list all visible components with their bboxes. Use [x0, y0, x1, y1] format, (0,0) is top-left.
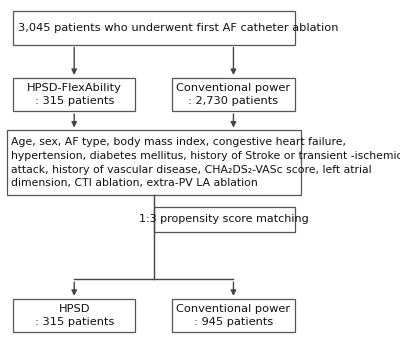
FancyBboxPatch shape	[13, 299, 136, 332]
Text: 1:3 propensity score matching: 1:3 propensity score matching	[139, 214, 309, 225]
FancyBboxPatch shape	[154, 207, 295, 232]
FancyBboxPatch shape	[13, 11, 295, 44]
Text: Age, sex, AF type, body mass index, congestive heart failure,
hypertension, diab: Age, sex, AF type, body mass index, cong…	[12, 137, 400, 188]
Text: 3,045 patients who underwent first AF catheter ablation: 3,045 patients who underwent first AF ca…	[18, 23, 338, 33]
Text: HPSD-FlexAbility
: 315 patients: HPSD-FlexAbility : 315 patients	[27, 83, 122, 106]
FancyBboxPatch shape	[7, 131, 301, 195]
FancyBboxPatch shape	[13, 78, 136, 111]
Text: Conventional power
: 945 patients: Conventional power : 945 patients	[176, 303, 290, 327]
FancyBboxPatch shape	[172, 78, 295, 111]
FancyBboxPatch shape	[172, 299, 295, 332]
Text: HPSD
: 315 patients: HPSD : 315 patients	[34, 303, 114, 327]
Text: Conventional power
: 2,730 patients: Conventional power : 2,730 patients	[176, 83, 290, 106]
